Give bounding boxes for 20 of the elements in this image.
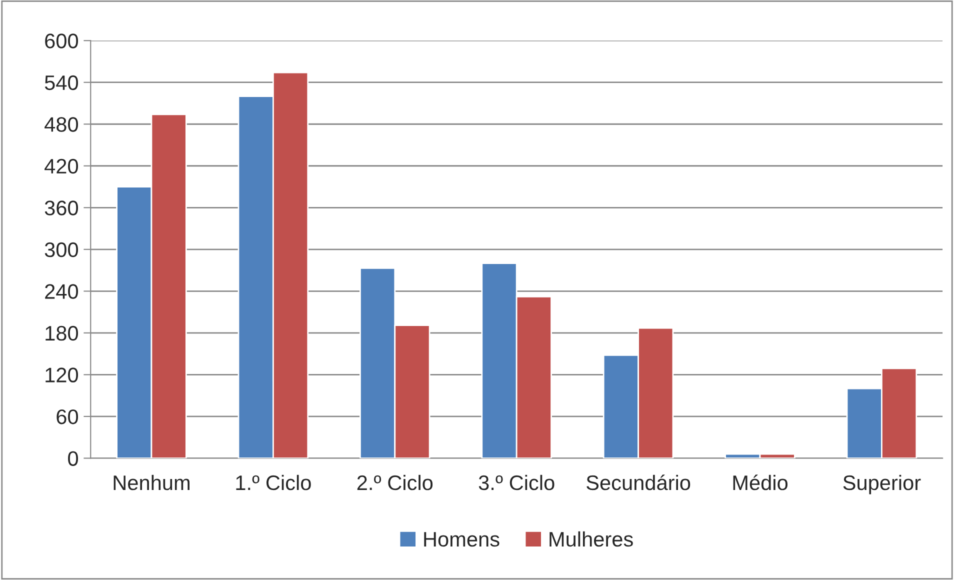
y-tick-label: 360 <box>44 200 78 216</box>
y-tick-label: 60 <box>56 409 78 424</box>
x-tick-label: Superior <box>843 474 921 494</box>
y-tick-label: 540 <box>44 75 78 90</box>
x-tick-label: Médio <box>733 474 788 490</box>
y-tick-label: 300 <box>44 242 78 258</box>
y-tick-label: 0 <box>68 451 78 466</box>
y-tick-label: 180 <box>46 326 78 341</box>
x-tick-label: 1.º Ciclo <box>236 474 311 490</box>
y-tick-label: 240 <box>45 284 78 299</box>
y-tick-label: 480 <box>44 117 78 132</box>
legend-label: Mulheres <box>550 531 633 547</box>
legend-label: Homens <box>424 532 500 547</box>
x-tick-label: 3.º Ciclo <box>478 474 554 490</box>
y-tick-label: 120 <box>46 368 78 382</box>
x-tick-label: Nenhum <box>114 474 190 490</box>
y-tick-label: 600 <box>45 34 78 48</box>
y-tick-label: 420 <box>44 158 78 174</box>
x-tick-label: Secundário <box>586 474 690 490</box>
x-tick-label: 2.º Ciclo <box>357 474 433 490</box>
